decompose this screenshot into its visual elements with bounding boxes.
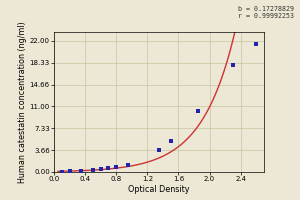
Point: [168, 139, 173, 143]
Point: [106, 167, 111, 170]
Point: [114, 165, 118, 169]
Point: [230, 63, 235, 66]
Point: [91, 168, 95, 172]
Point: [157, 148, 161, 152]
Point: [59, 170, 64, 173]
Y-axis label: Human catestatin concentration (ng/ml): Human catestatin concentration (ng/ml): [18, 21, 27, 183]
Text: b = 0.17278829
r = 0.99992253: b = 0.17278829 r = 0.99992253: [238, 6, 294, 19]
Point: [125, 164, 130, 167]
Point: [196, 110, 200, 113]
Point: [67, 170, 72, 173]
Point: [98, 167, 103, 171]
Point: [79, 169, 84, 172]
X-axis label: Optical Density: Optical Density: [128, 185, 190, 194]
Point: [254, 42, 259, 46]
